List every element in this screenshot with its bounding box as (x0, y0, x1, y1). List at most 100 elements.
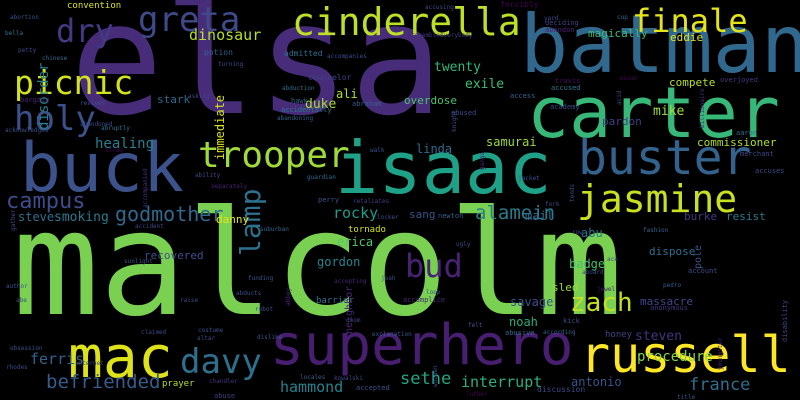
word: knight (451, 110, 458, 132)
word: kick (563, 317, 580, 325)
word: davy (180, 342, 262, 382)
word: felt (468, 322, 483, 329)
word: resembles (411, 32, 444, 39)
word: accidentally (281, 106, 332, 114)
word: ability (195, 172, 221, 179)
word: obsession (10, 345, 43, 352)
word: row (572, 229, 583, 236)
word: hammond (280, 378, 344, 396)
word: title (677, 394, 696, 400)
word: fashion (643, 227, 669, 234)
word: bella (5, 30, 24, 37)
word: trooper (198, 135, 350, 176)
word: holy (14, 99, 96, 139)
word: sunlight (124, 258, 153, 265)
word: rhodes (6, 364, 28, 371)
word: ali (336, 87, 358, 101)
word: picnic (14, 63, 134, 102)
word: sled (552, 281, 579, 294)
word: burke (684, 210, 718, 223)
word: counselor (308, 73, 352, 82)
word: explanation (372, 331, 412, 338)
word: barrier (316, 296, 354, 306)
word: buster (578, 130, 752, 186)
word: gangs (479, 151, 486, 170)
word: superhero (270, 313, 574, 378)
word: pedro (663, 282, 682, 289)
word: accepting (334, 278, 367, 285)
word: pole (693, 244, 704, 269)
word: abused (451, 109, 477, 117)
word: accused (551, 84, 581, 92)
word: accuses (755, 167, 785, 175)
word: twenty (434, 60, 481, 75)
word: erica (337, 235, 374, 249)
word: accusing (425, 4, 454, 11)
word: dinosaur (189, 26, 262, 44)
word: retaliates (353, 198, 390, 205)
word: claimed (141, 329, 167, 336)
word: jewel (597, 286, 616, 293)
word: massacre (640, 295, 693, 308)
word: abortion (10, 14, 39, 21)
word: kowalski (334, 375, 363, 382)
word: fork (545, 201, 560, 208)
word: befriended (46, 371, 161, 393)
word: gordon (317, 255, 361, 269)
word: anonymous (650, 304, 688, 312)
word: sethe (400, 369, 452, 389)
word: exile (465, 77, 505, 92)
word: jacket (518, 175, 540, 182)
word: stray (105, 147, 124, 154)
word: acid (616, 90, 623, 105)
word: carter (527, 72, 780, 154)
word: chinese (42, 55, 68, 62)
word: stark (157, 93, 191, 106)
word: revives (80, 100, 106, 107)
word: billionaire (699, 88, 706, 128)
word: youngster (717, 337, 724, 370)
word: aaron (736, 129, 758, 137)
word: neighbor (344, 285, 355, 334)
word: abduction (282, 85, 315, 92)
word: recovered (144, 249, 204, 262)
word: badge (569, 257, 606, 271)
word: godmother (115, 202, 224, 226)
word: abandoning (277, 115, 314, 122)
word: accident (135, 223, 164, 230)
word: samurai (486, 135, 537, 149)
word: cup (617, 14, 628, 21)
word: abu (581, 226, 603, 240)
word: interrupt (461, 373, 543, 391)
word: healing (95, 136, 155, 152)
word: raise (180, 297, 199, 304)
word: smoking (54, 210, 109, 225)
word: access (510, 92, 536, 100)
word: dry (56, 12, 114, 50)
word: mike (653, 104, 685, 119)
word: altar (197, 335, 216, 342)
word: resist (726, 210, 766, 223)
word: jasmine (577, 177, 738, 221)
word: steven (635, 329, 682, 344)
word: ace (607, 256, 618, 263)
word: buck (20, 129, 184, 208)
word: gather (10, 209, 17, 231)
word: academy (550, 103, 580, 111)
word: newton (438, 212, 464, 220)
word: antonio (571, 375, 622, 389)
word: magically (588, 27, 648, 40)
word: sang (409, 208, 436, 221)
word: dispose (649, 245, 696, 258)
word: potion (204, 48, 233, 57)
word: mail (525, 209, 554, 223)
word: dislike (257, 334, 283, 341)
word: convention (67, 1, 122, 11)
word: accompanied (142, 168, 149, 208)
word: turning (218, 61, 244, 68)
word: abruptly (101, 125, 130, 132)
word: bud (405, 247, 463, 285)
word: costume (198, 327, 224, 334)
word: overjoyed (720, 76, 758, 84)
